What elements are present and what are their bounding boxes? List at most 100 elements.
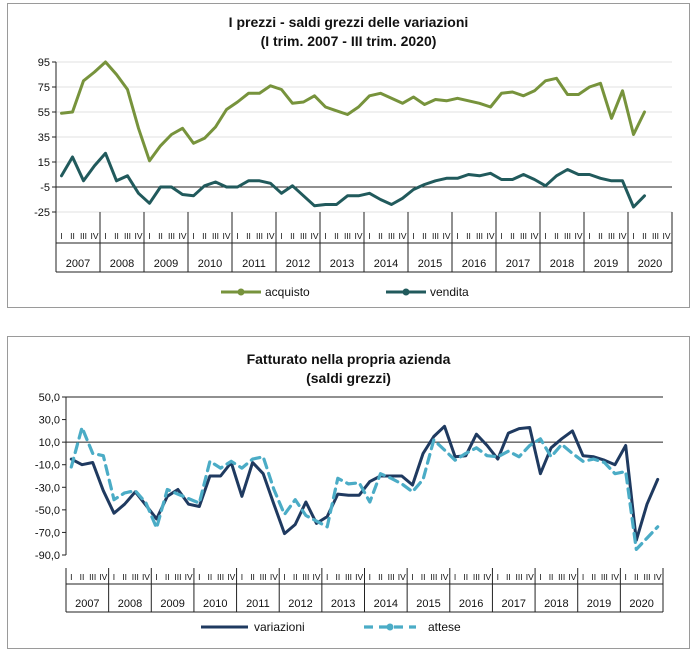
quarter-label: I (155, 572, 157, 582)
quarter-label: IV (99, 572, 107, 582)
quarter-label: II (208, 572, 213, 582)
year-label: 2014 (374, 598, 398, 610)
quarter-label: III (516, 572, 523, 582)
quarter-label: IV (574, 231, 582, 241)
quarter-label: II (114, 231, 119, 241)
quarter-label: IV (227, 572, 235, 582)
quarter-label: II (378, 231, 383, 241)
quarter-label: IV (442, 231, 450, 241)
y-tick-label: -25 (34, 207, 50, 219)
quarter-label: III (643, 572, 650, 582)
year-label: 2020 (638, 258, 662, 270)
year-label: 2019 (594, 258, 618, 270)
y-tick-label: 95 (38, 57, 50, 69)
year-label: 2011 (246, 598, 270, 610)
quarter-label: IV (611, 572, 619, 582)
legend-acquisto-label: acquisto (265, 285, 310, 299)
quarter-label: II (335, 572, 340, 582)
year-label: 2008 (110, 258, 134, 270)
quarter-label: II (158, 231, 163, 241)
year-label: 2012 (286, 258, 310, 270)
legend-acquisto-marker (237, 288, 245, 296)
quarter-label: IV (440, 572, 448, 582)
quarter-label: III (601, 572, 608, 582)
y-tick-label: 50,0 (39, 392, 60, 404)
quarter-label: IV (486, 231, 494, 241)
quarter-label: I (632, 231, 634, 241)
quarter-label: IV (662, 231, 670, 241)
quarter-label: I (539, 572, 541, 582)
year-label: 2010 (203, 598, 227, 610)
quarter-label: III (174, 572, 181, 582)
legend-attese-label: attese (428, 620, 461, 634)
quarter-label: IV (568, 572, 576, 582)
year-label: 2015 (418, 258, 442, 270)
y-tick-label: 75 (38, 82, 50, 94)
quarter-label: III (80, 231, 87, 241)
quarter-label: IV (90, 231, 98, 241)
quarter-label: III (430, 572, 437, 582)
year-label: 2019 (587, 598, 611, 610)
quarter-label: IV (654, 572, 662, 582)
quarter-label: III (300, 231, 307, 241)
quarter-label: II (510, 231, 515, 241)
quarter-label: II (290, 231, 295, 241)
quarter-label: II (334, 231, 339, 241)
quarter-label: IV (483, 572, 491, 582)
quarter-label: I (412, 231, 414, 241)
year-label: 2015 (416, 598, 440, 610)
quarter-label: I (625, 572, 627, 582)
quarter-label: II (422, 231, 427, 241)
quarter-label: I (326, 572, 328, 582)
quarter-label: IV (618, 231, 626, 241)
chart2-plot: 50,030,010,0-10,0-30,0-50,0-70,0-90,0I II… (35, 392, 664, 634)
legend-vendita-label: vendita (430, 285, 469, 299)
quarter-label: III (212, 231, 219, 241)
quarter-label: I (456, 231, 458, 241)
quarter-label: III (345, 572, 352, 582)
quarter-label: I (241, 572, 243, 582)
legend-attese-marker (386, 623, 394, 631)
quarter-label: II (250, 572, 255, 582)
year-label: 2017 (506, 258, 530, 270)
year-label: 2008 (118, 598, 142, 610)
chart2-title: Fatturato nella propria azienda (246, 351, 451, 367)
quarter-label: I (148, 231, 150, 241)
quarter-label: III (432, 231, 439, 241)
year-label: 2011 (242, 258, 266, 270)
quarter-label: II (591, 572, 596, 582)
quarter-label: IV (178, 231, 186, 241)
y-tick-label: 30,0 (39, 415, 60, 427)
quarter-label: II (80, 572, 85, 582)
quarter-label: II (549, 572, 554, 582)
quarter-label: I (113, 572, 115, 582)
quarter-label: II (202, 231, 207, 241)
year-label: 2018 (544, 598, 568, 610)
quarter-label: I (497, 572, 499, 582)
quarter-label: I (236, 231, 238, 241)
y-tick-label: -90,0 (35, 550, 60, 562)
quarter-label: III (564, 231, 571, 241)
quarter-label: II (598, 231, 603, 241)
quarter-label: I (198, 572, 200, 582)
quarter-label: II (293, 572, 298, 582)
series-line-vendita (60, 151, 646, 209)
quarter-label: IV (354, 231, 362, 241)
y-tick-label: -5 (40, 182, 50, 194)
year-label: 2017 (502, 598, 526, 610)
quarter-label: II (466, 231, 471, 241)
quarter-label: IV (526, 572, 534, 582)
quarter-label: I (368, 231, 370, 241)
quarter-label: II (634, 572, 639, 582)
quarter-label: I (104, 231, 106, 241)
series-line-acquisto (60, 60, 646, 163)
quarter-label: II (165, 572, 170, 582)
quarter-label: I (454, 572, 456, 582)
quarter-label: I (500, 231, 502, 241)
chart2-subtitle: (saldi grezzi) (306, 370, 391, 386)
quarter-label: III (256, 231, 263, 241)
chart-panel-prezzi: I prezzi - saldi grezzi delle variazioni… (7, 3, 690, 308)
quarter-label: III (476, 231, 483, 241)
y-tick-label: -10,0 (35, 460, 60, 472)
quarter-label: III (260, 572, 267, 582)
